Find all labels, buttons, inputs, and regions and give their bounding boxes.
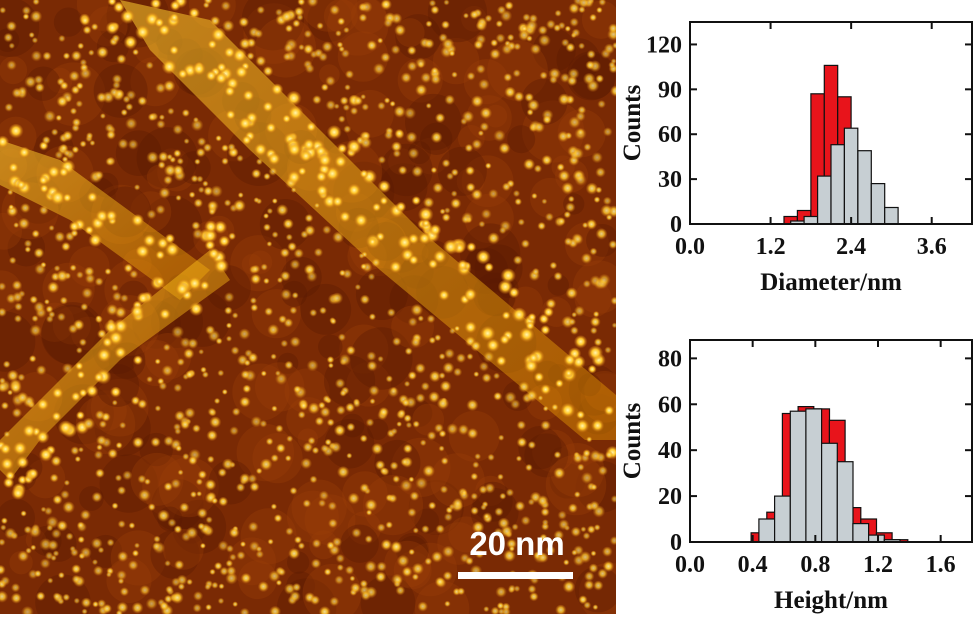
diameter-bar [857,150,872,225]
height-histogram: 0.0 0.4 0.8 1.2 1.6 0 20 40 60 80 Height/nm Counts [619,339,973,614]
height-y-tick-label: 80 [658,346,682,372]
height-bar [821,442,838,543]
diameter-x-tick-label: 1.2 [756,234,786,260]
diameter-series-1 [790,127,899,225]
diameter-frame [689,21,973,225]
height-bar [774,495,791,543]
diameter-x-tick-label: 2.4 [836,234,866,260]
scale-bar-label: 20 nm [469,525,564,562]
height-y-tick-label: 60 [658,392,682,418]
height-y-tick-label: 20 [658,484,682,510]
diameter-bar [870,183,886,225]
diameter-y-tick-label: 90 [658,77,682,103]
height-y-tick-label: 40 [658,438,682,464]
height-bar [868,534,885,543]
diameter-y-tick-label: 30 [658,167,682,193]
diameter-y-tick-label: 0 [670,212,682,238]
diameter-y-axis-label: Counts [619,85,646,162]
height-x-tick-label: 0.0 [675,552,705,578]
diameter-bar [884,206,899,225]
diameter-bar [843,127,859,225]
diameter-bar [830,144,845,225]
scale-bar: 20 nm [458,525,573,579]
height-x-tick-label: 1.6 [926,552,956,578]
height-frame [689,339,973,543]
diameter-x-tick-label: 3.6 [917,234,947,260]
height-series-1 [758,408,901,543]
height-bar [805,408,823,543]
diameter-x-axis-label: Diameter/nm [760,269,902,296]
diameter-x-tick-label: 0.0 [675,234,705,260]
diameter-bar [803,215,819,225]
diameter-y-tick-label: 120 [646,32,682,58]
height-bar [758,518,776,543]
height-bar [836,461,854,543]
diameter-bar [817,175,832,225]
afm-image: 20 nm [0,0,616,614]
height-x-tick-label: 0.4 [738,552,768,578]
afm-nanoparticles [0,0,616,614]
height-y-axis-label: Counts [619,403,646,480]
height-bar [789,410,807,543]
height-y-tick-label: 0 [670,530,682,556]
diameter-histogram: 0.0 1.2 2.4 3.6 0 30 60 90 120 Diameter/nm Counts [619,21,973,296]
height-x-axis-label: Height/nm [774,587,888,614]
height-x-tick-label: 1.2 [863,552,893,578]
height-x-tick-label: 0.8 [800,552,830,578]
scale-bar-line [458,572,573,579]
height-bar [852,523,870,543]
diameter-y-tick-label: 60 [658,122,682,148]
